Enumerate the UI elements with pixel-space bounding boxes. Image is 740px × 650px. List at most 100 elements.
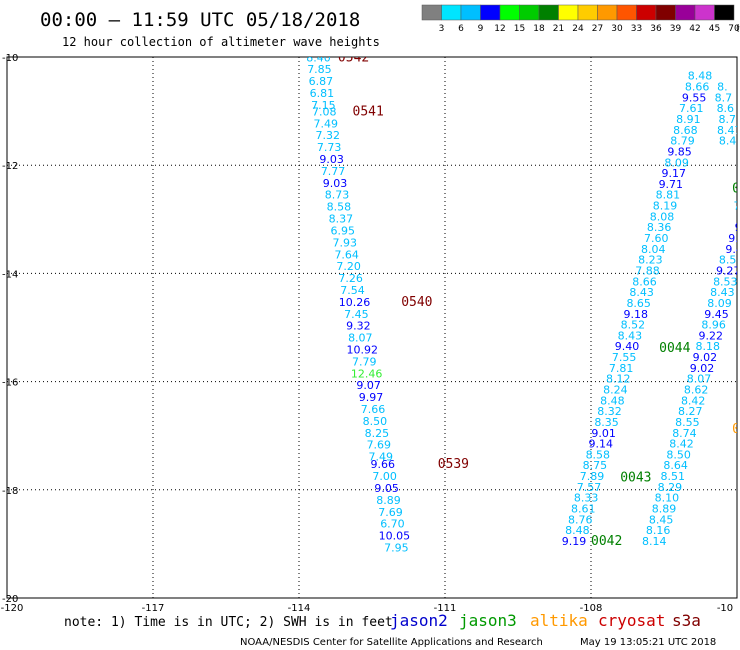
wave-height-point: 8.16 <box>646 524 671 537</box>
wave-height-point: 9.02 <box>693 351 718 364</box>
wave-height-point: 7.81 <box>609 362 634 375</box>
wave-height-point: 7.77 <box>321 165 346 178</box>
wave-height-point: 8.07 <box>348 332 373 345</box>
x-tick-label: -10 <box>717 603 733 614</box>
wave-height-point: 9.22 <box>698 329 723 342</box>
wave-height-point: 6.81 <box>310 87 335 100</box>
wave-height-point: 9.03 <box>319 153 344 166</box>
wave-height-point: 8.55 <box>675 416 700 429</box>
x-tick-label: -120 <box>1 603 24 614</box>
wave-height-point: 8.12 <box>606 373 631 386</box>
chart-subtitle: 12 hour collection of altimeter wave hei… <box>62 35 380 49</box>
wave-height-point: 7.89 <box>580 470 605 483</box>
color-scale-label: 9 <box>478 24 484 34</box>
wave-height-point: 8.47 <box>717 124 740 137</box>
wave-height-point: 10.92 <box>347 343 379 356</box>
wave-height-point: 9.32 <box>346 320 371 333</box>
wave-height-point: 7.61 <box>679 102 704 115</box>
wave-height-point: 8.73 <box>325 189 350 202</box>
wave-height-point: 9.45 <box>704 308 729 321</box>
wave-height-point: 8.89 <box>376 494 401 507</box>
wave-height-point: 8.43 <box>710 286 735 299</box>
wave-height-point: 8.74 <box>672 427 697 440</box>
wave-height-point: 7.64 <box>334 248 359 261</box>
wave-height-point: 7.57 <box>577 481 602 494</box>
x-tick-label: -108 <box>580 603 603 614</box>
wave-height-point: 8.33 <box>574 492 599 505</box>
color-scale-label: 12 <box>494 24 505 34</box>
color-scale-swatch <box>460 4 481 21</box>
wave-height-point: 8.52 <box>621 319 646 332</box>
color-scale-label: 6 <box>458 24 464 34</box>
wave-height-point: 9.4 <box>728 232 740 245</box>
wave-height-point: 8.10 <box>655 492 680 505</box>
satellite-legend-altika: altika <box>530 611 588 630</box>
wave-height-point: 8.48 <box>719 135 740 148</box>
pass-time-label: 00 <box>732 181 740 196</box>
wave-height-point: 8.09 <box>707 297 732 310</box>
wave-height-point: 8.76 <box>568 513 593 526</box>
pass-time-label: 0539 <box>438 457 469 472</box>
wave-height-point: 8.19 <box>653 200 678 213</box>
x-tick-label: -114 <box>288 603 311 614</box>
wave-height-point: 8.23 <box>638 254 663 267</box>
wave-height-point: 7.73 <box>317 141 342 154</box>
wave-height-point: 9. <box>735 221 740 234</box>
color-scale-swatch <box>519 4 540 21</box>
wave-height-point: 8.61 <box>571 503 596 516</box>
wave-height-point: 8.35 <box>594 416 619 429</box>
satellite-legend-jason3: jason3 <box>459 611 517 630</box>
wave-height-point: 8.48 <box>600 394 625 407</box>
wave-height-point: 8.6 <box>717 102 735 115</box>
footer-timestamp: May 19 13:05:21 UTC 2018 <box>580 637 716 648</box>
pass-time-labels: 0542 0541 0540 0539 0044 0043 0042 00 00 <box>338 57 740 549</box>
satellite-legend-jason2: jason2 <box>390 611 448 630</box>
wave-height-point: 8.53 <box>713 275 738 288</box>
y-tick-label: -18 <box>2 486 18 497</box>
wave-height-point: 9.85 <box>667 145 692 158</box>
wave-height-point: 7.69 <box>378 506 403 519</box>
wave-height-point: 9.40 <box>615 340 640 353</box>
wave-height-point: 9.55 <box>682 91 707 104</box>
wave-height-point: 8.45 <box>649 513 674 526</box>
color-scale-swatch <box>558 4 579 21</box>
color-scale-swatch <box>577 4 598 21</box>
color-scale-label: 36 <box>650 24 662 34</box>
wave-height-point: 7.20 <box>336 260 361 273</box>
wave-height-point: 8.81 <box>656 189 681 202</box>
y-tick-label: -16 <box>2 378 18 389</box>
color-scale-label: 21 <box>553 24 564 34</box>
x-tick-label: -111 <box>434 603 457 614</box>
color-scale-swatch <box>441 4 462 21</box>
wave-height-point: 9.18 <box>624 308 649 321</box>
footer-credit: NOAA/NESDIS Center for Satellite Applica… <box>240 637 543 648</box>
color-scale-swatch <box>499 4 520 21</box>
wave-height-point: 8.48 <box>565 524 590 537</box>
color-scale-swatch <box>421 4 442 21</box>
x-axis-ticks: -120 -117 -114 -111 -108 -10 <box>1 603 734 614</box>
wave-height-point: 8.48 <box>688 70 713 83</box>
wave-height-point: 9.17 <box>661 167 686 180</box>
color-scale-swatch <box>636 4 657 21</box>
wave-height-point: 8.07 <box>687 373 712 386</box>
wave-height-point: 7.93 <box>332 236 357 249</box>
wave-height-point: 6.87 <box>309 75 334 88</box>
wave-height-point: 8.75 <box>583 459 608 472</box>
y-tick-label: -20 <box>2 594 18 605</box>
wave-height-point: 8.04 <box>641 243 666 256</box>
pass-time-label: 00 <box>732 422 740 437</box>
color-scale-swatch <box>655 4 676 21</box>
wave-height-point: 9.66 <box>370 458 395 471</box>
wave-height-point: 7.66 <box>361 403 386 416</box>
color-scale-swatch <box>538 4 559 21</box>
wave-height-point: 8.25 <box>365 427 390 440</box>
wave-height-point: 8.91 <box>676 113 701 126</box>
wave-height-point: 8.09 <box>664 156 689 169</box>
wave-height-point: 7.61 <box>734 200 740 213</box>
pass-time-label: 0044 <box>659 341 690 356</box>
wave-height-point: 8.42 <box>681 394 706 407</box>
y-tick-label: -12 <box>2 161 18 172</box>
wave-height-point: 7.69 <box>367 439 392 452</box>
wave-height-point: 8.29 <box>658 481 683 494</box>
wave-height-point: 8.7 <box>719 113 737 126</box>
